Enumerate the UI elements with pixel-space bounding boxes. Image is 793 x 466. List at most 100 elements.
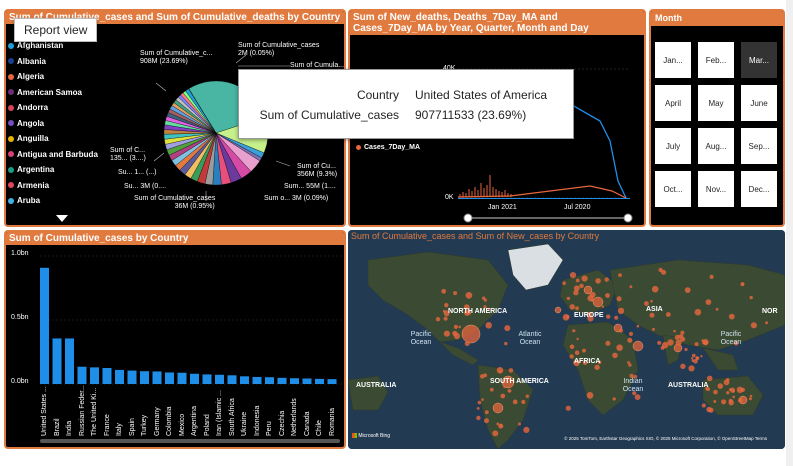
map-bubble[interactable] [525, 394, 529, 398]
map-bubble[interactable] [453, 291, 458, 296]
map-bubble[interactable] [583, 285, 593, 295]
bar[interactable] [252, 376, 262, 384]
map-bubble[interactable] [496, 367, 504, 374]
legend-item[interactable]: Angola [8, 119, 44, 128]
map-bubble[interactable] [705, 299, 712, 305]
bar[interactable] [327, 379, 337, 384]
month-tile[interactable]: Aug... [698, 128, 734, 164]
map-bubble[interactable] [504, 341, 508, 346]
month-tile[interactable]: April [655, 85, 691, 121]
map-bubble[interactable] [614, 315, 619, 320]
map-bubble[interactable] [496, 422, 500, 426]
bar[interactable] [215, 374, 224, 384]
map-bubble[interactable] [652, 327, 655, 331]
map-bubble[interactable] [575, 306, 579, 311]
map-bubble[interactable] [566, 315, 570, 319]
map-bubble[interactable] [565, 405, 571, 411]
map-bubble[interactable] [483, 298, 487, 302]
map-bubble[interactable] [594, 364, 600, 370]
map-bubble[interactable] [628, 363, 632, 367]
bar[interactable] [40, 267, 49, 384]
map-bubble[interactable] [512, 399, 518, 405]
map-bubble[interactable] [694, 342, 699, 347]
map-bubble[interactable] [749, 295, 753, 300]
bar[interactable] [152, 371, 162, 384]
map-bubble[interactable] [627, 361, 630, 364]
map-bubble[interactable] [573, 285, 580, 292]
map-bubble[interactable] [595, 278, 601, 284]
bar[interactable] [202, 374, 212, 384]
map-bubble[interactable] [592, 296, 604, 308]
map-bubble[interactable] [461, 324, 481, 344]
map-bubble[interactable] [612, 397, 616, 401]
pie-chart[interactable] [6, 11, 346, 227]
map-bubble[interactable] [632, 340, 644, 352]
legend-item[interactable]: Algeria [8, 72, 44, 81]
map-bubble[interactable] [507, 389, 512, 393]
map-bubble[interactable] [733, 340, 739, 346]
map-bubble[interactable] [579, 283, 584, 289]
bar[interactable] [165, 372, 174, 384]
map-bubble[interactable] [657, 340, 662, 345]
map-bubble[interactable] [485, 322, 492, 329]
map-bubble[interactable] [684, 347, 688, 352]
bar-chart[interactable] [6, 232, 346, 449]
map-bubble[interactable] [692, 353, 696, 358]
map-bubble[interactable] [452, 330, 458, 336]
map-bubble[interactable] [606, 314, 611, 319]
map-bubble[interactable] [616, 296, 622, 302]
map-bubble[interactable] [706, 375, 713, 382]
map-bubble[interactable] [634, 394, 641, 400]
world-map[interactable] [348, 230, 785, 449]
month-tile[interactable]: Feb... [698, 42, 734, 78]
map-bubble[interactable] [729, 387, 736, 393]
map-bubble[interactable] [618, 273, 622, 277]
map-bubble[interactable] [573, 359, 580, 367]
month-tile[interactable]: Dec... [741, 171, 777, 207]
month-tile[interactable]: June [741, 85, 777, 121]
map-bubble[interactable] [576, 337, 579, 341]
map-bubble[interactable] [658, 267, 663, 273]
map-bubble[interactable] [612, 352, 618, 359]
map-bubble[interactable] [463, 304, 470, 310]
map-bubble[interactable] [484, 410, 489, 415]
map-bubble[interactable] [680, 330, 685, 335]
map-bubble[interactable] [702, 339, 709, 346]
legend-item[interactable]: American Samoa [8, 88, 82, 97]
map-bubble[interactable] [575, 278, 580, 283]
map-bubble[interactable] [632, 391, 637, 396]
map-bubble[interactable] [750, 322, 757, 329]
map-bubble[interactable] [732, 395, 735, 399]
map-bubble[interactable] [442, 309, 446, 313]
map-bubble[interactable] [738, 398, 743, 403]
map-bubble[interactable] [628, 331, 634, 336]
map-bubble[interactable] [492, 430, 499, 437]
legend-item[interactable]: Andorra [8, 103, 48, 112]
bar-scrollbar[interactable] [40, 439, 340, 443]
map-bubble[interactable] [605, 340, 611, 346]
bar[interactable] [52, 338, 62, 384]
map-bubble[interactable] [587, 295, 594, 302]
map-bubble[interactable] [574, 350, 580, 355]
legend-scroll-down-icon[interactable] [56, 215, 68, 223]
map-bubble[interactable] [597, 360, 602, 365]
map-bubble[interactable] [444, 303, 449, 308]
map-bubble[interactable] [725, 378, 730, 382]
map-bubble[interactable] [633, 374, 638, 379]
map-bubble[interactable] [554, 306, 562, 314]
bar[interactable] [115, 369, 124, 384]
map-bubble[interactable] [644, 301, 649, 306]
map-bubble[interactable] [691, 359, 695, 362]
map-bubble[interactable] [573, 290, 579, 296]
map-bubble[interactable] [604, 277, 609, 282]
map-bubble[interactable] [650, 299, 653, 303]
bar[interactable] [77, 366, 87, 384]
map-bubble[interactable] [582, 348, 586, 353]
map-bubble[interactable] [503, 385, 506, 389]
map-bubble[interactable] [569, 344, 575, 350]
legend-item[interactable]: Argentina [8, 165, 54, 174]
map-bubble[interactable] [700, 355, 703, 358]
map-bubble[interactable] [740, 282, 745, 287]
map-bubble[interactable] [715, 307, 719, 311]
month-tile[interactable]: May [698, 85, 734, 121]
